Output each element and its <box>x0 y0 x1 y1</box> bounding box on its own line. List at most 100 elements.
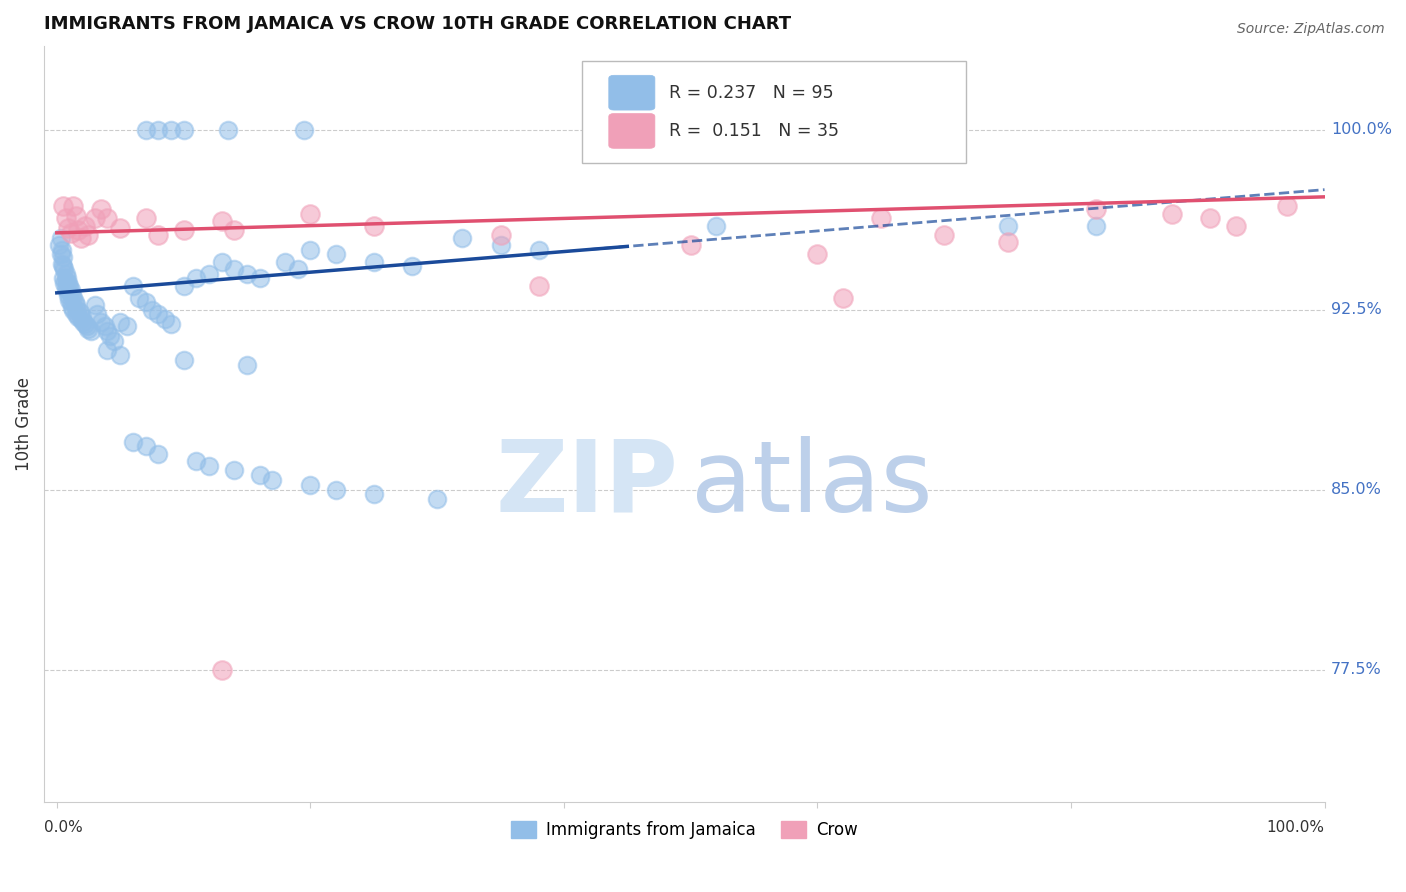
Point <box>98 329 121 343</box>
Point <box>211 663 233 677</box>
Point <box>60 288 83 302</box>
Point <box>59 284 82 298</box>
Point <box>148 228 170 243</box>
Point <box>1085 202 1108 216</box>
Point <box>53 277 76 291</box>
Point <box>59 295 82 310</box>
Point <box>83 298 105 312</box>
Point <box>217 122 239 136</box>
Point <box>67 223 90 237</box>
Point <box>90 202 112 216</box>
Point <box>1085 219 1108 233</box>
Text: 92.5%: 92.5% <box>1331 302 1382 318</box>
Point <box>325 247 347 261</box>
Point <box>58 288 80 302</box>
Point <box>52 271 75 285</box>
Point <box>173 122 195 136</box>
Point <box>679 237 702 252</box>
Text: 100.0%: 100.0% <box>1267 821 1324 836</box>
Point <box>489 237 512 252</box>
Point <box>224 261 246 276</box>
Text: 77.5%: 77.5% <box>1331 662 1382 677</box>
Point <box>73 317 96 331</box>
Point <box>70 230 93 244</box>
Point <box>363 219 385 233</box>
Text: R =  0.151   N = 35: R = 0.151 N = 35 <box>669 122 839 140</box>
Point <box>96 343 118 358</box>
Point <box>249 271 271 285</box>
Point <box>108 315 131 329</box>
FancyBboxPatch shape <box>609 75 655 110</box>
Point <box>1161 207 1184 221</box>
Point <box>274 254 297 268</box>
Point <box>148 308 170 322</box>
Point <box>141 302 163 317</box>
Point <box>53 261 76 276</box>
Point <box>262 473 284 487</box>
Point <box>77 322 100 336</box>
Point <box>160 122 183 136</box>
Point <box>299 207 322 221</box>
Point <box>56 271 79 285</box>
Point <box>103 334 125 348</box>
Point <box>186 454 208 468</box>
Point <box>52 250 75 264</box>
Point <box>135 122 157 136</box>
Point <box>80 324 103 338</box>
Point <box>1275 199 1298 213</box>
Point <box>831 291 853 305</box>
Point <box>224 463 246 477</box>
Text: 85.0%: 85.0% <box>1331 482 1382 497</box>
Point <box>249 468 271 483</box>
Point <box>65 308 87 322</box>
Point <box>62 302 84 317</box>
Point <box>77 228 100 243</box>
Point <box>58 277 80 291</box>
Point <box>153 312 176 326</box>
Point <box>58 221 80 235</box>
Point <box>49 230 72 244</box>
Point <box>55 211 77 226</box>
FancyBboxPatch shape <box>609 113 655 148</box>
Point <box>128 291 150 305</box>
Point <box>173 278 195 293</box>
Point <box>58 293 80 307</box>
Point <box>69 305 91 319</box>
Text: ZIP: ZIP <box>495 435 678 533</box>
Point <box>173 353 195 368</box>
Point <box>96 211 118 226</box>
Point <box>83 211 105 226</box>
Point <box>148 122 170 136</box>
Point <box>59 226 82 240</box>
Text: 100.0%: 100.0% <box>1331 122 1392 137</box>
Point <box>55 267 77 281</box>
Point <box>997 219 1019 233</box>
Point <box>52 199 75 213</box>
Point <box>148 447 170 461</box>
Point <box>73 219 96 233</box>
Point <box>76 319 98 334</box>
Point <box>1199 211 1222 226</box>
Point <box>49 247 72 261</box>
FancyBboxPatch shape <box>582 61 966 163</box>
Point <box>173 223 195 237</box>
Point <box>96 324 118 338</box>
Point <box>66 302 89 317</box>
Point <box>63 295 86 310</box>
Point <box>51 257 73 271</box>
Point <box>299 478 322 492</box>
Point <box>70 312 93 326</box>
Point <box>363 487 385 501</box>
Point <box>186 271 208 285</box>
Point <box>236 267 259 281</box>
Point <box>401 260 423 274</box>
Point <box>60 300 83 314</box>
Point <box>108 348 131 362</box>
Point <box>704 219 727 233</box>
Point <box>72 315 94 329</box>
Point <box>224 223 246 237</box>
Point <box>56 284 79 298</box>
Text: R = 0.237   N = 95: R = 0.237 N = 95 <box>669 84 834 102</box>
Point <box>51 243 73 257</box>
Text: IMMIGRANTS FROM JAMAICA VS CROW 10TH GRADE CORRELATION CHART: IMMIGRANTS FROM JAMAICA VS CROW 10TH GRA… <box>44 15 792 33</box>
